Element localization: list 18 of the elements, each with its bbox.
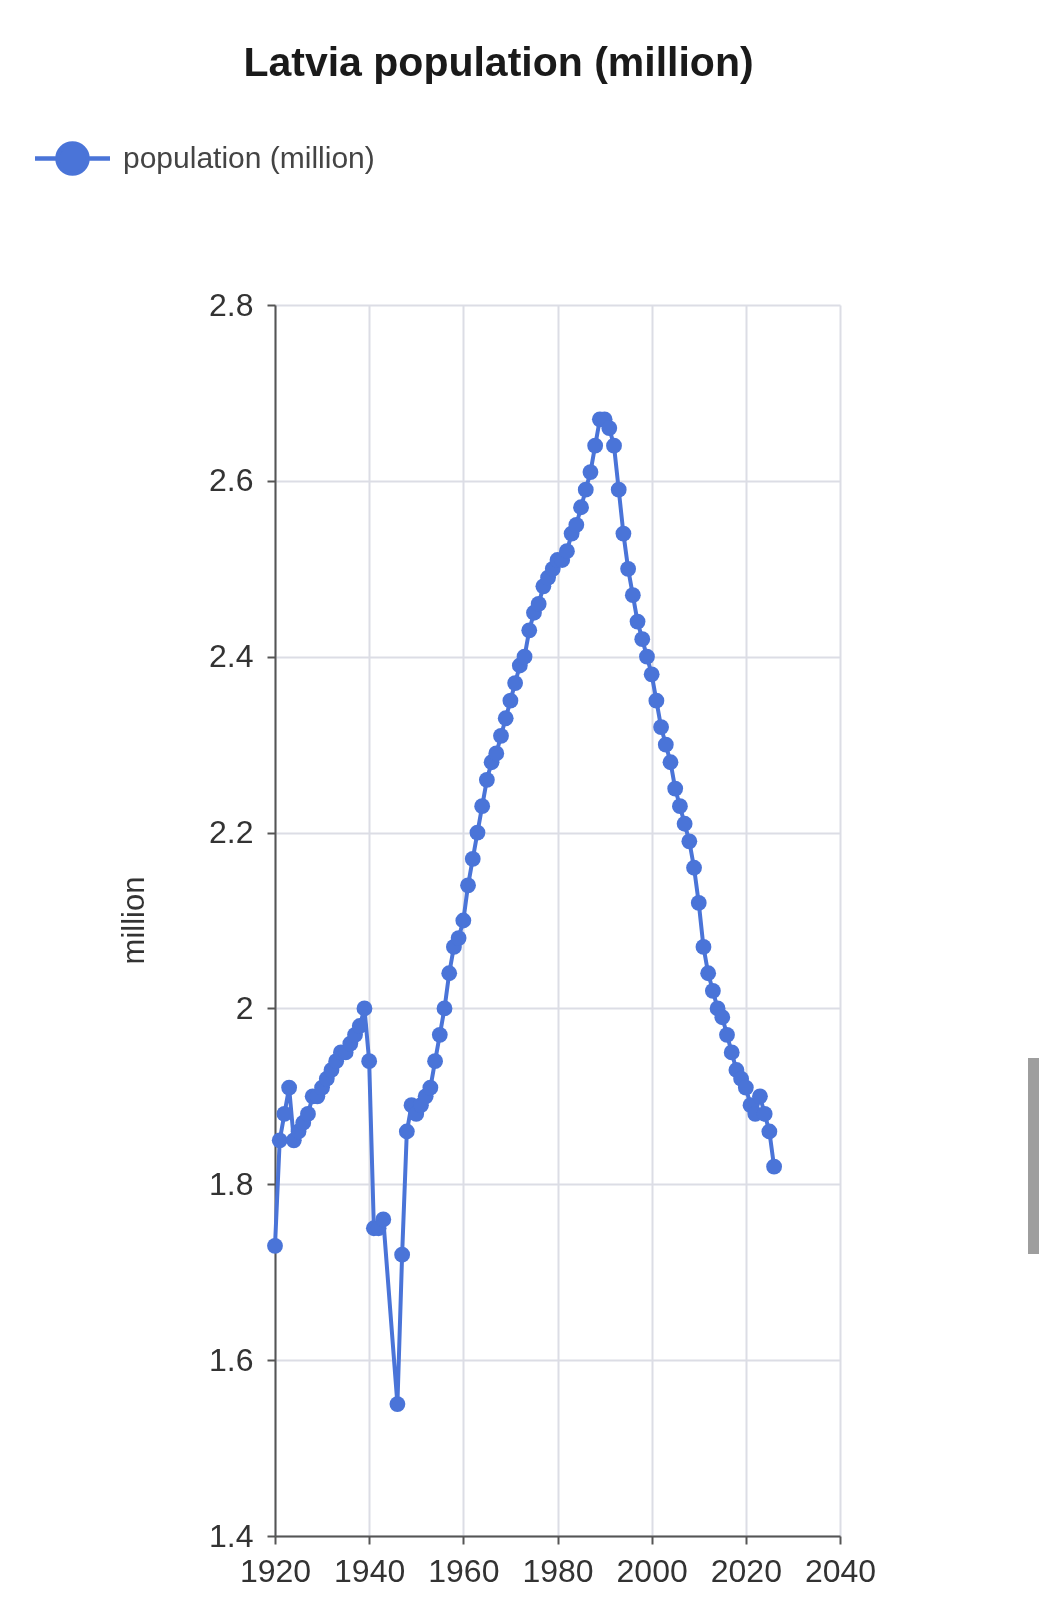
y-axis-title: million [115, 876, 151, 965]
x-tick-label: 2040 [804, 1552, 877, 1589]
x-tick-label: 1920 [239, 1552, 312, 1589]
x-tick-label: 1960 [428, 1552, 500, 1589]
y-tick-label: 2.6 [209, 462, 254, 499]
y-tick-label: 1.4 [209, 1517, 254, 1554]
x-tick-label: 2000 [616, 1552, 688, 1589]
y-tick-label: 2.8 [209, 286, 254, 323]
x-tick-label: 1980 [522, 1552, 594, 1589]
y-tick-label: 2.4 [209, 638, 254, 675]
legend-label: population (million) [123, 140, 375, 174]
y-tick-label: 2 [235, 989, 254, 1026]
chart-title: Latvia population (million) [243, 39, 754, 85]
x-tick-label: 2020 [710, 1552, 782, 1589]
y-tick-label: 1.6 [209, 1341, 254, 1378]
y-tick-label: 2.2 [209, 814, 254, 851]
y-tick-label: 1.8 [209, 1165, 254, 1202]
x-tick-label: 1940 [334, 1552, 406, 1589]
